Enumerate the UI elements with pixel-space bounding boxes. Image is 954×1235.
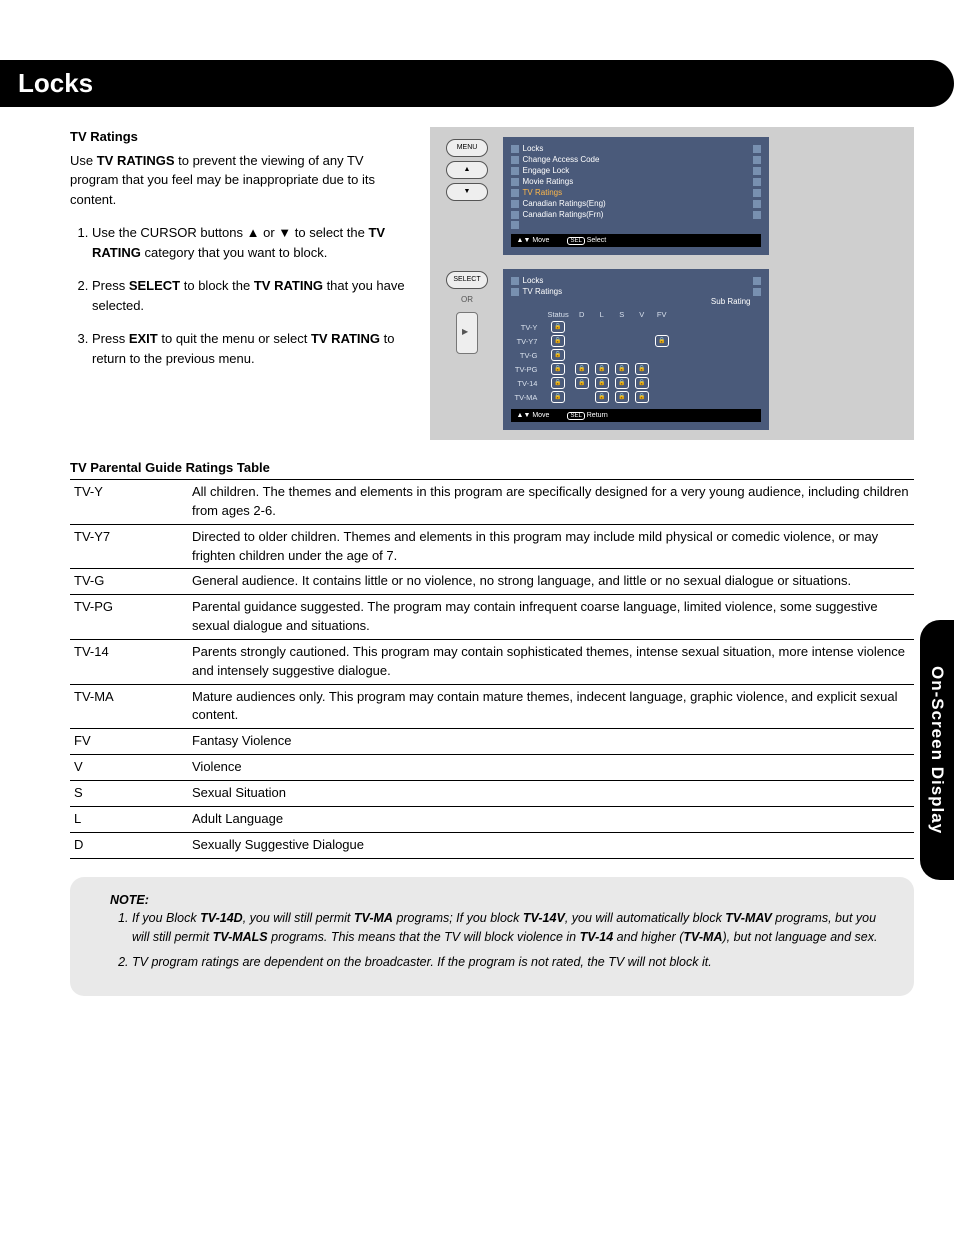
section-heading: TV Ratings <box>70 127 410 147</box>
step-2: Press SELECT to block the TV RATING that… <box>92 276 410 315</box>
rating-code: TV-G <box>70 569 188 595</box>
lock-icon: 🔒 <box>551 349 565 361</box>
lock-icon: 🔒 <box>615 377 629 389</box>
osd2-title-row: Locks <box>511 275 761 286</box>
lock-icon: 🔒 <box>655 335 669 347</box>
ratings-table-row: TV-YAll children. The themes and element… <box>70 480 914 525</box>
osd2-rating-row: TV-MA🔒🔒🔒🔒 <box>513 391 671 403</box>
osd1-menu-item: Canadian Ratings(Eng) <box>511 198 761 209</box>
osd1-footer: ▲▼ Move SEL Select <box>511 234 761 247</box>
osd2-footer: ▲▼ Move SEL Return <box>511 409 761 422</box>
rating-description: All children. The themes and elements in… <box>188 480 914 525</box>
menu-button-icon: MENU <box>446 139 488 157</box>
osd-illustration-area: MENU ▲ ▼ Locks Change Access CodeEngage … <box>430 127 914 440</box>
rating-code: D <box>70 832 188 858</box>
osd2-rating-row: TV-Y🔒 <box>513 321 671 333</box>
ratings-table-heading: TV Parental Guide Ratings Table <box>70 460 914 475</box>
steps-list: Use the CURSOR buttons ▲ or ▼ to select … <box>70 223 410 368</box>
side-tab-label: On-Screen Display <box>927 666 947 834</box>
ratings-table-row: TV-PGParental guidance suggested. The pr… <box>70 595 914 640</box>
osd2-ratings-grid: StatusDLSVFVTV-Y🔒TV-Y7🔒🔒TV-G🔒TV-PG🔒🔒🔒🔒🔒T… <box>511 308 673 405</box>
page-title: Locks <box>0 60 954 107</box>
rating-code: TV-Y7 <box>70 524 188 569</box>
rating-description: General audience. It contains little or … <box>188 569 914 595</box>
osd2-rating-row: TV-PG🔒🔒🔒🔒🔒 <box>513 363 671 375</box>
down-button-icon: ▼ <box>446 183 488 201</box>
lock-icon: 🔒 <box>551 391 565 403</box>
osd1-menu-item: TV Ratings <box>511 187 761 198</box>
rating-code: TV-Y <box>70 480 188 525</box>
rating-description: Adult Language <box>188 806 914 832</box>
ratings-table-row: TV-14Parents strongly cautioned. This pr… <box>70 639 914 684</box>
lock-icon: 🔒 <box>595 363 609 375</box>
rating-code: V <box>70 755 188 781</box>
lock-icon: 🔒 <box>551 321 565 333</box>
osd2-subtitle-row: TV Ratings <box>511 286 761 297</box>
step-3: Press EXIT to quit the menu or select TV… <box>92 329 410 368</box>
osd1-menu-item: Canadian Ratings(Frn) <box>511 209 761 220</box>
remote-buttons-2: SELECT OR <box>442 269 492 356</box>
note-item-1: If you Block TV-14D, you will still perm… <box>132 909 890 947</box>
rating-code: FV <box>70 729 188 755</box>
lock-icon: 🔒 <box>635 391 649 403</box>
osd1-menu-item: Engage Lock <box>511 165 761 176</box>
remote-buttons-1: MENU ▲ ▼ <box>442 137 492 203</box>
lock-icon: 🔒 <box>615 363 629 375</box>
rating-description: Parental guidance suggested. The program… <box>188 595 914 640</box>
note-item-2: TV program ratings are dependent on the … <box>132 953 890 972</box>
lock-icon: 🔒 <box>575 363 589 375</box>
osd2-rating-row: TV-G🔒 <box>513 349 671 361</box>
note-box: NOTE: If you Block TV-14D, you will stil… <box>70 877 914 996</box>
osd2-rating-row: TV-14🔒🔒🔒🔒🔒 <box>513 377 671 389</box>
ratings-table: TV-YAll children. The themes and element… <box>70 479 914 859</box>
lock-icon: 🔒 <box>551 335 565 347</box>
rating-code: TV-PG <box>70 595 188 640</box>
ratings-table-row: SSexual Situation <box>70 780 914 806</box>
side-tab: On-Screen Display <box>920 620 954 880</box>
rating-description: Mature audiences only. This program may … <box>188 684 914 729</box>
lock-icon: 🔒 <box>595 391 609 403</box>
ratings-table-row: LAdult Language <box>70 806 914 832</box>
rating-description: Sexual Situation <box>188 780 914 806</box>
rating-description: Parents strongly cautioned. This program… <box>188 639 914 684</box>
osd1-title-row: Locks <box>511 143 761 154</box>
lock-icon: 🔒 <box>575 377 589 389</box>
rating-description: Directed to older children. Themes and e… <box>188 524 914 569</box>
osd1-menu-item: Change Access Code <box>511 154 761 165</box>
lock-icon: 🔒 <box>551 377 565 389</box>
rating-description: Sexually Suggestive Dialogue <box>188 832 914 858</box>
osd1-menu-item: Movie Ratings <box>511 176 761 187</box>
step-1: Use the CURSOR buttons ▲ or ▼ to select … <box>92 223 410 262</box>
rating-code: TV-MA <box>70 684 188 729</box>
rating-description: Violence <box>188 755 914 781</box>
ratings-table-row: FVFantasy Violence <box>70 729 914 755</box>
intro-text: Use TV RATINGS to prevent the viewing of… <box>70 151 410 210</box>
instructions-column: TV Ratings Use TV RATINGS to prevent the… <box>70 127 410 440</box>
select-button-icon: SELECT <box>446 271 488 289</box>
rating-code: S <box>70 780 188 806</box>
rating-description: Fantasy Violence <box>188 729 914 755</box>
up-button-icon: ▲ <box>446 161 488 179</box>
ratings-table-row: VViolence <box>70 755 914 781</box>
rating-code: L <box>70 806 188 832</box>
lock-icon: 🔒 <box>595 377 609 389</box>
dpad-right-icon <box>456 312 478 354</box>
lock-icon: 🔒 <box>635 363 649 375</box>
osd-menu-1: Locks Change Access CodeEngage LockMovie… <box>503 137 769 255</box>
ratings-table-row: DSexually Suggestive Dialogue <box>70 832 914 858</box>
lock-icon: 🔒 <box>551 363 565 375</box>
osd-menu-2: Locks TV Ratings Sub Rating StatusDLSVFV… <box>503 269 769 430</box>
osd2-rating-row: TV-Y7🔒🔒 <box>513 335 671 347</box>
osd1-blank-row <box>511 220 761 230</box>
ratings-table-row: TV-MAMature audiences only. This program… <box>70 684 914 729</box>
ratings-table-row: TV-GGeneral audience. It contains little… <box>70 569 914 595</box>
rating-code: TV-14 <box>70 639 188 684</box>
or-label: OR <box>442 295 492 304</box>
lock-icon: 🔒 <box>615 391 629 403</box>
lock-icon: 🔒 <box>635 377 649 389</box>
ratings-table-row: TV-Y7Directed to older children. Themes … <box>70 524 914 569</box>
osd2-subrating-label: Sub Rating <box>511 297 761 306</box>
